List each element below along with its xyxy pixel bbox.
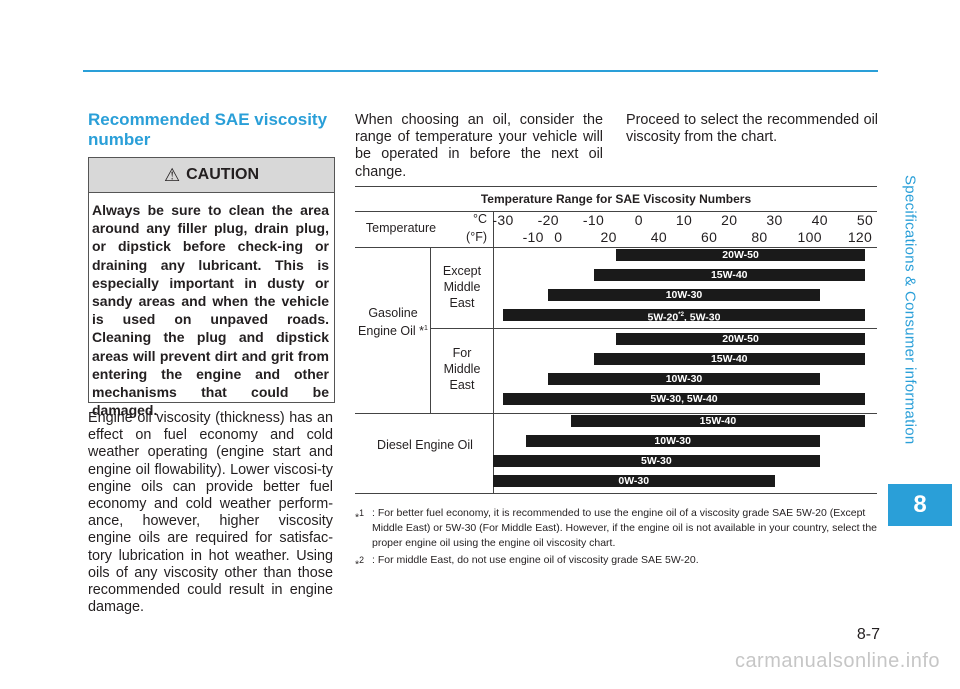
fahrenheit-tick-label: 20 <box>600 229 617 245</box>
celsius-tick-label: 40 <box>811 212 828 228</box>
footnote-text: : For better fuel economy, it is recomme… <box>372 507 878 549</box>
footnote-text: : For middle East, do not use engine oil… <box>372 554 699 566</box>
chart-divider <box>355 413 877 414</box>
for-middle-east-label: For Middle East <box>443 346 481 392</box>
temperature-label: Temperature <box>365 221 437 235</box>
except-middle-east-label: Except Middle East <box>442 264 482 310</box>
celsius-tick-label: 0 <box>634 212 643 228</box>
chart-divider <box>355 211 877 212</box>
caution-box: ⚠ CAUTION Always be sure to clean the ar… <box>88 157 335 418</box>
celsius-tick-label: 10 <box>675 212 693 228</box>
chapter-side-title: Specifications & Consumer information <box>901 175 919 445</box>
viscosity-bar: 5W-30, 5W-40 <box>503 393 865 405</box>
footnote: *1 : For better fuel economy, it is reco… <box>355 506 880 551</box>
viscosity-bar: 10W-30 <box>525 435 820 447</box>
warning-triangle-icon: ⚠ <box>163 164 181 185</box>
celsius-tick-label: 50 <box>856 212 874 228</box>
chart-divider <box>355 247 877 248</box>
viscosity-bar: 15W-40 <box>593 269 865 281</box>
fahrenheit-tick-label: 0 <box>554 229 563 245</box>
chart-divider <box>430 247 431 413</box>
viscosity-bar: 20W-50 <box>616 333 865 345</box>
caution-title: CAUTION <box>186 166 260 183</box>
celsius-tick-label: -20 <box>537 212 559 228</box>
chart-divider <box>430 328 877 329</box>
fahrenheit-unit: (°F) <box>466 230 487 244</box>
top-rule <box>83 70 878 72</box>
watermark: carmanualsonline.info <box>734 650 940 672</box>
viscosity-bar: 15W-40 <box>593 353 865 365</box>
select-viscosity-paragraph: Proceed to select the recommended oil vi… <box>626 112 878 146</box>
fahrenheit-tick-label: 120 <box>847 229 873 245</box>
footnote: *2 : For middle East, do not use engine … <box>355 553 880 571</box>
chart-title: Temperature Range for SAE Viscosity Numb… <box>480 192 752 206</box>
choosing-oil-paragraph: When choosing an oil, consider the range… <box>355 112 603 180</box>
caution-header: ⚠ CAUTION <box>89 158 334 193</box>
fahrenheit-tick-label: 100 <box>797 229 822 245</box>
viscosity-bar: 20W-50 <box>616 249 865 261</box>
celsius-tick-label: -10 <box>582 212 605 228</box>
footnote-mark: *1 <box>355 508 364 524</box>
viscosity-bar: 15W-40 <box>570 415 865 427</box>
celsius-tick-label: -30 <box>492 212 514 228</box>
celsius-tick-label: 30 <box>766 212 783 228</box>
viscosity-chart: Temperature Range for SAE Viscosity Numb… <box>355 186 877 494</box>
diesel-label: Diesel Engine Oil <box>377 438 473 452</box>
fahrenheit-tick-label: 40 <box>650 229 667 245</box>
fahrenheit-tick-label: 60 <box>701 229 718 245</box>
page-number: 8-7 <box>856 626 880 643</box>
footnote-mark: *2 <box>355 555 364 571</box>
section-heading: Recommended SAE viscosity number <box>88 110 328 149</box>
caution-text: Always be sure to clean the area around … <box>92 202 329 419</box>
viscosity-bar: 10W-30 <box>548 289 820 301</box>
fahrenheit-tick-label: 80 <box>751 229 768 245</box>
fahrenheit-tick-label: -10 <box>522 229 544 245</box>
viscosity-paragraph: Engine oil viscosity (thickness) has an … <box>88 410 333 616</box>
chart-divider <box>493 211 494 493</box>
celsius-tick-label: 20 <box>721 212 738 228</box>
viscosity-bar: 0W-30 <box>493 475 775 487</box>
viscosity-bar: 5W-20*2, 5W-30 <box>503 309 865 324</box>
celsius-unit: °C <box>472 212 487 226</box>
viscosity-bar: 5W-30 <box>493 455 820 467</box>
viscosity-bar: 10W-30 <box>548 373 820 385</box>
chapter-tab[interactable]: 8 <box>888 484 952 526</box>
gasoline-label: Gasoline Engine Oil *1 <box>358 306 428 339</box>
